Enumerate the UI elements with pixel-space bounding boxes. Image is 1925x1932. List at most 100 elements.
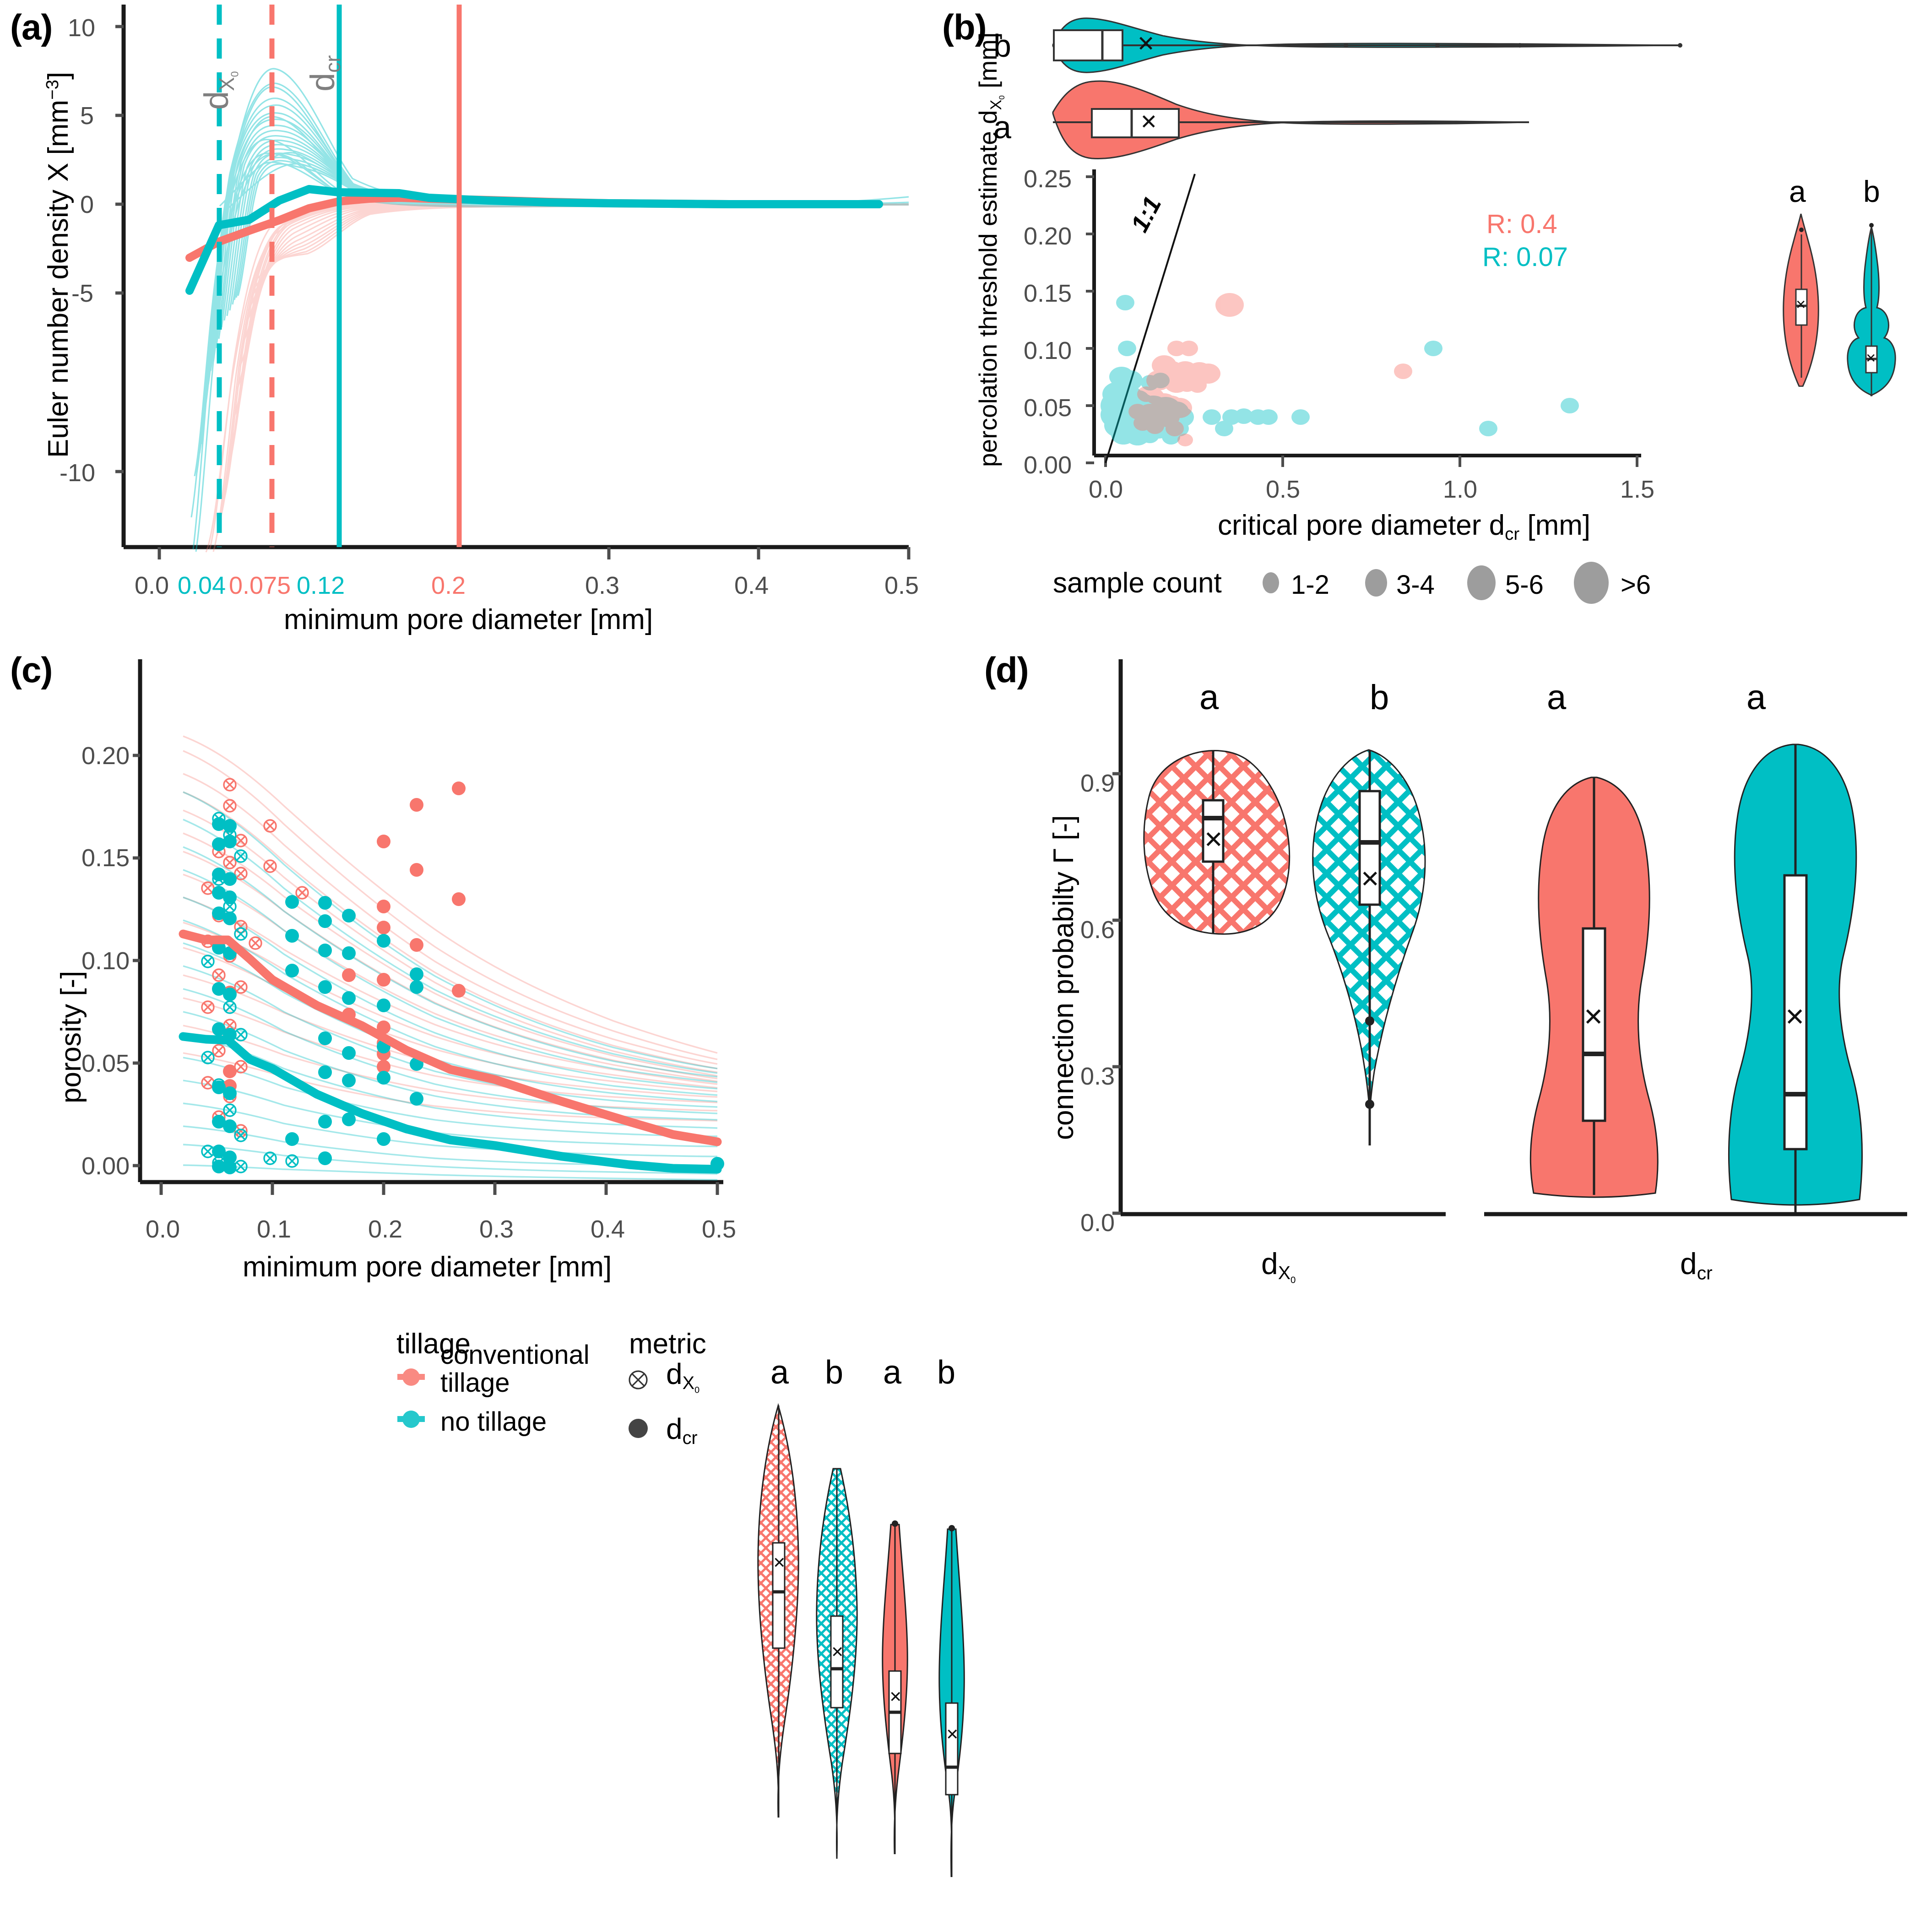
panel-a-ytick: -10: [60, 459, 96, 487]
panel-c-metric-legend-item: dX0: [666, 1357, 700, 1395]
panel-b-ytick: 0.00: [1024, 451, 1072, 479]
panel-d-violin-1: ✕: [1143, 750, 1291, 935]
panel-b-points-no-tillage: [1101, 295, 1579, 445]
panel-d-sig-letter: a: [1746, 678, 1766, 717]
panel-c-metric-legend-title: metric: [629, 1328, 706, 1360]
panel-a-ytick: 10: [68, 14, 96, 42]
panel-b-marginal-label-b: b: [993, 28, 1011, 64]
panel-a-ytick: -5: [71, 280, 94, 307]
svg-text:✕: ✕: [773, 1554, 786, 1572]
panel-c-ytick: 0.00: [81, 1152, 130, 1180]
panel-a-xtick: 0.04: [178, 572, 226, 599]
panel-a-xtick: 0.4: [734, 572, 769, 599]
panel-d-sig-letter: b: [1370, 678, 1389, 717]
svg-text:✕: ✕: [889, 1688, 902, 1706]
panel-c-ylabel: porosity [-]: [55, 971, 87, 1103]
svg-text:✕: ✕: [1137, 32, 1155, 56]
panel-b-size-legend-item: 1-2: [1291, 570, 1329, 600]
svg-text:✕: ✕: [1865, 351, 1876, 365]
panel-c-ytick: 0.10: [81, 947, 130, 975]
panel-d-plot: ✕ ✕ ✕ ✕: [1112, 659, 1907, 1216]
panel-b-xtick: 1.5: [1620, 476, 1655, 503]
panel-b-ytick: 0.20: [1024, 223, 1072, 250]
svg-text:✕: ✕: [1360, 866, 1380, 893]
panel-c-xtick: 0.2: [368, 1216, 403, 1243]
panel-a-ylabel: Euler number density X [mm−3]: [42, 71, 74, 458]
panel-a-xtick: 0.0: [135, 572, 169, 599]
panel-c-violin-4: ✕: [938, 1525, 965, 1878]
panel-b-size-legend-item: >6: [1621, 570, 1651, 600]
panel-b-size-legend-item: 5-6: [1505, 570, 1544, 600]
panel-c-xtick: 0.3: [479, 1216, 514, 1243]
panel-d-ytick: 0.3: [1080, 1063, 1115, 1090]
panel-d-ytick: 0.0: [1080, 1209, 1115, 1237]
panel-b-side-label-b: b: [1863, 174, 1880, 208]
filled-circle-icon: [629, 1419, 648, 1438]
panel-a-annotation-dx0: dX0: [197, 71, 241, 110]
panel-c-violin-1: ✕: [757, 1403, 799, 1818]
svg-text:✕: ✕: [1795, 298, 1806, 312]
panel-c-metric-legend-glyphs: [629, 1370, 648, 1438]
panel-c-xtick: 0.1: [257, 1216, 292, 1243]
panel-c-xtick: 0.5: [702, 1216, 737, 1243]
panel-c-ytick: 0.20: [81, 742, 130, 770]
panel-d-facet-label-dx0: dX0: [1261, 1247, 1296, 1286]
panel-c-violin-label: a: [770, 1354, 789, 1391]
panel-a-xtick: 0.5: [884, 572, 919, 599]
panel-c: (c) porosity [-] 0.20 0.15 0.10 0.05 0.0…: [0, 641, 975, 1878]
svg-text:✕: ✕: [946, 1726, 959, 1743]
panel-b-one-to-one-line: [1105, 174, 1196, 463]
panel-d-violin-2: ✕: [1312, 749, 1426, 1146]
panel-b-ytick: 0.05: [1024, 394, 1072, 422]
panel-c-tillage-legend-item: no tillage: [440, 1407, 547, 1437]
panel-b-marginal-label-a: a: [993, 109, 1011, 145]
panel-c-tillage-legend-item: conventional tillage: [440, 1340, 590, 1398]
panel-c-violin-2: ✕: [816, 1468, 858, 1859]
panel-d-ylabel: connection probabilty Γ [-]: [1048, 815, 1079, 1140]
panel-b-ytick: 0.15: [1024, 280, 1072, 307]
panel-b-label: (b): [942, 7, 987, 47]
panel-c-plot: [133, 659, 724, 1195]
panel-d-ytick: 0.9: [1080, 770, 1115, 797]
panel-c-xtick: 0.0: [146, 1216, 180, 1243]
panel-c-violin-label: a: [883, 1354, 902, 1391]
panel-c-markers-dcr: [212, 781, 724, 1174]
panel-b-xlabel: critical pore diameter dcr [mm]: [1218, 510, 1591, 544]
panel-b-ylabel: percolation threshold estimate dX0 [mm]: [974, 32, 1006, 467]
panel-d: (d) connection probabilty Γ [-] 0.9 0.6 …: [975, 641, 1925, 1315]
panel-c-xlabel: minimum pore diameter [mm]: [243, 1251, 612, 1283]
panel-b-marginal-violins: ✕ ✕: [1052, 17, 1682, 159]
panel-c-violin-label: b: [937, 1354, 956, 1391]
panel-b: (b) ✕ ✕ b a percolation threshold estima…: [934, 0, 1925, 641]
panel-b-size-legend-title: sample count: [1053, 567, 1222, 599]
panel-a-ytick: 5: [80, 102, 94, 130]
panel-c-ytick: 0.15: [81, 844, 130, 872]
panel-d-label: (d): [984, 650, 1029, 690]
panel-b-r-conventional: R: 0.4: [1486, 209, 1557, 239]
panel-a-xtick: 0.12: [297, 572, 345, 599]
panel-c-mean-conventional: [179, 929, 722, 1146]
panel-d-violin-3: ✕: [1529, 776, 1659, 1198]
panel-a-xtick: 0.075: [229, 572, 291, 599]
panel-b-size-legend-glyphs: [1263, 562, 1609, 604]
svg-text:✕: ✕: [831, 1644, 844, 1661]
panel-d-sig-letter: a: [1547, 678, 1567, 717]
panel-c-metric-legend-item: dcr: [666, 1412, 698, 1449]
panel-b-xtick: 0.5: [1266, 476, 1301, 503]
panel-d-sig-letter: a: [1199, 678, 1219, 717]
panel-c-xtick: 0.4: [591, 1216, 625, 1243]
panel-b-ytick: 0.10: [1024, 337, 1072, 364]
panel-a-xlabel: minimum pore diameter [mm]: [284, 604, 653, 635]
panel-b-side-violins: ✕ ✕: [1783, 213, 1896, 396]
panel-d-ytick: 0.6: [1080, 916, 1115, 944]
panel-b-ytick: 0.25: [1024, 165, 1072, 193]
panel-a-xtick: 0.3: [585, 572, 620, 599]
panel-c-markers-dx0: [201, 778, 309, 1173]
panel-c-violin-label: b: [825, 1354, 844, 1391]
panel-a-label: (a): [10, 7, 53, 47]
circle-cross-icon: [629, 1370, 648, 1389]
panel-c-violins: ✕ ✕ ✕ ✕: [757, 1403, 965, 1878]
svg-text:✕: ✕: [1784, 1004, 1805, 1031]
svg-text:✕: ✕: [1583, 1004, 1604, 1031]
panel-d-facet-label-dcr: dcr: [1680, 1247, 1713, 1284]
